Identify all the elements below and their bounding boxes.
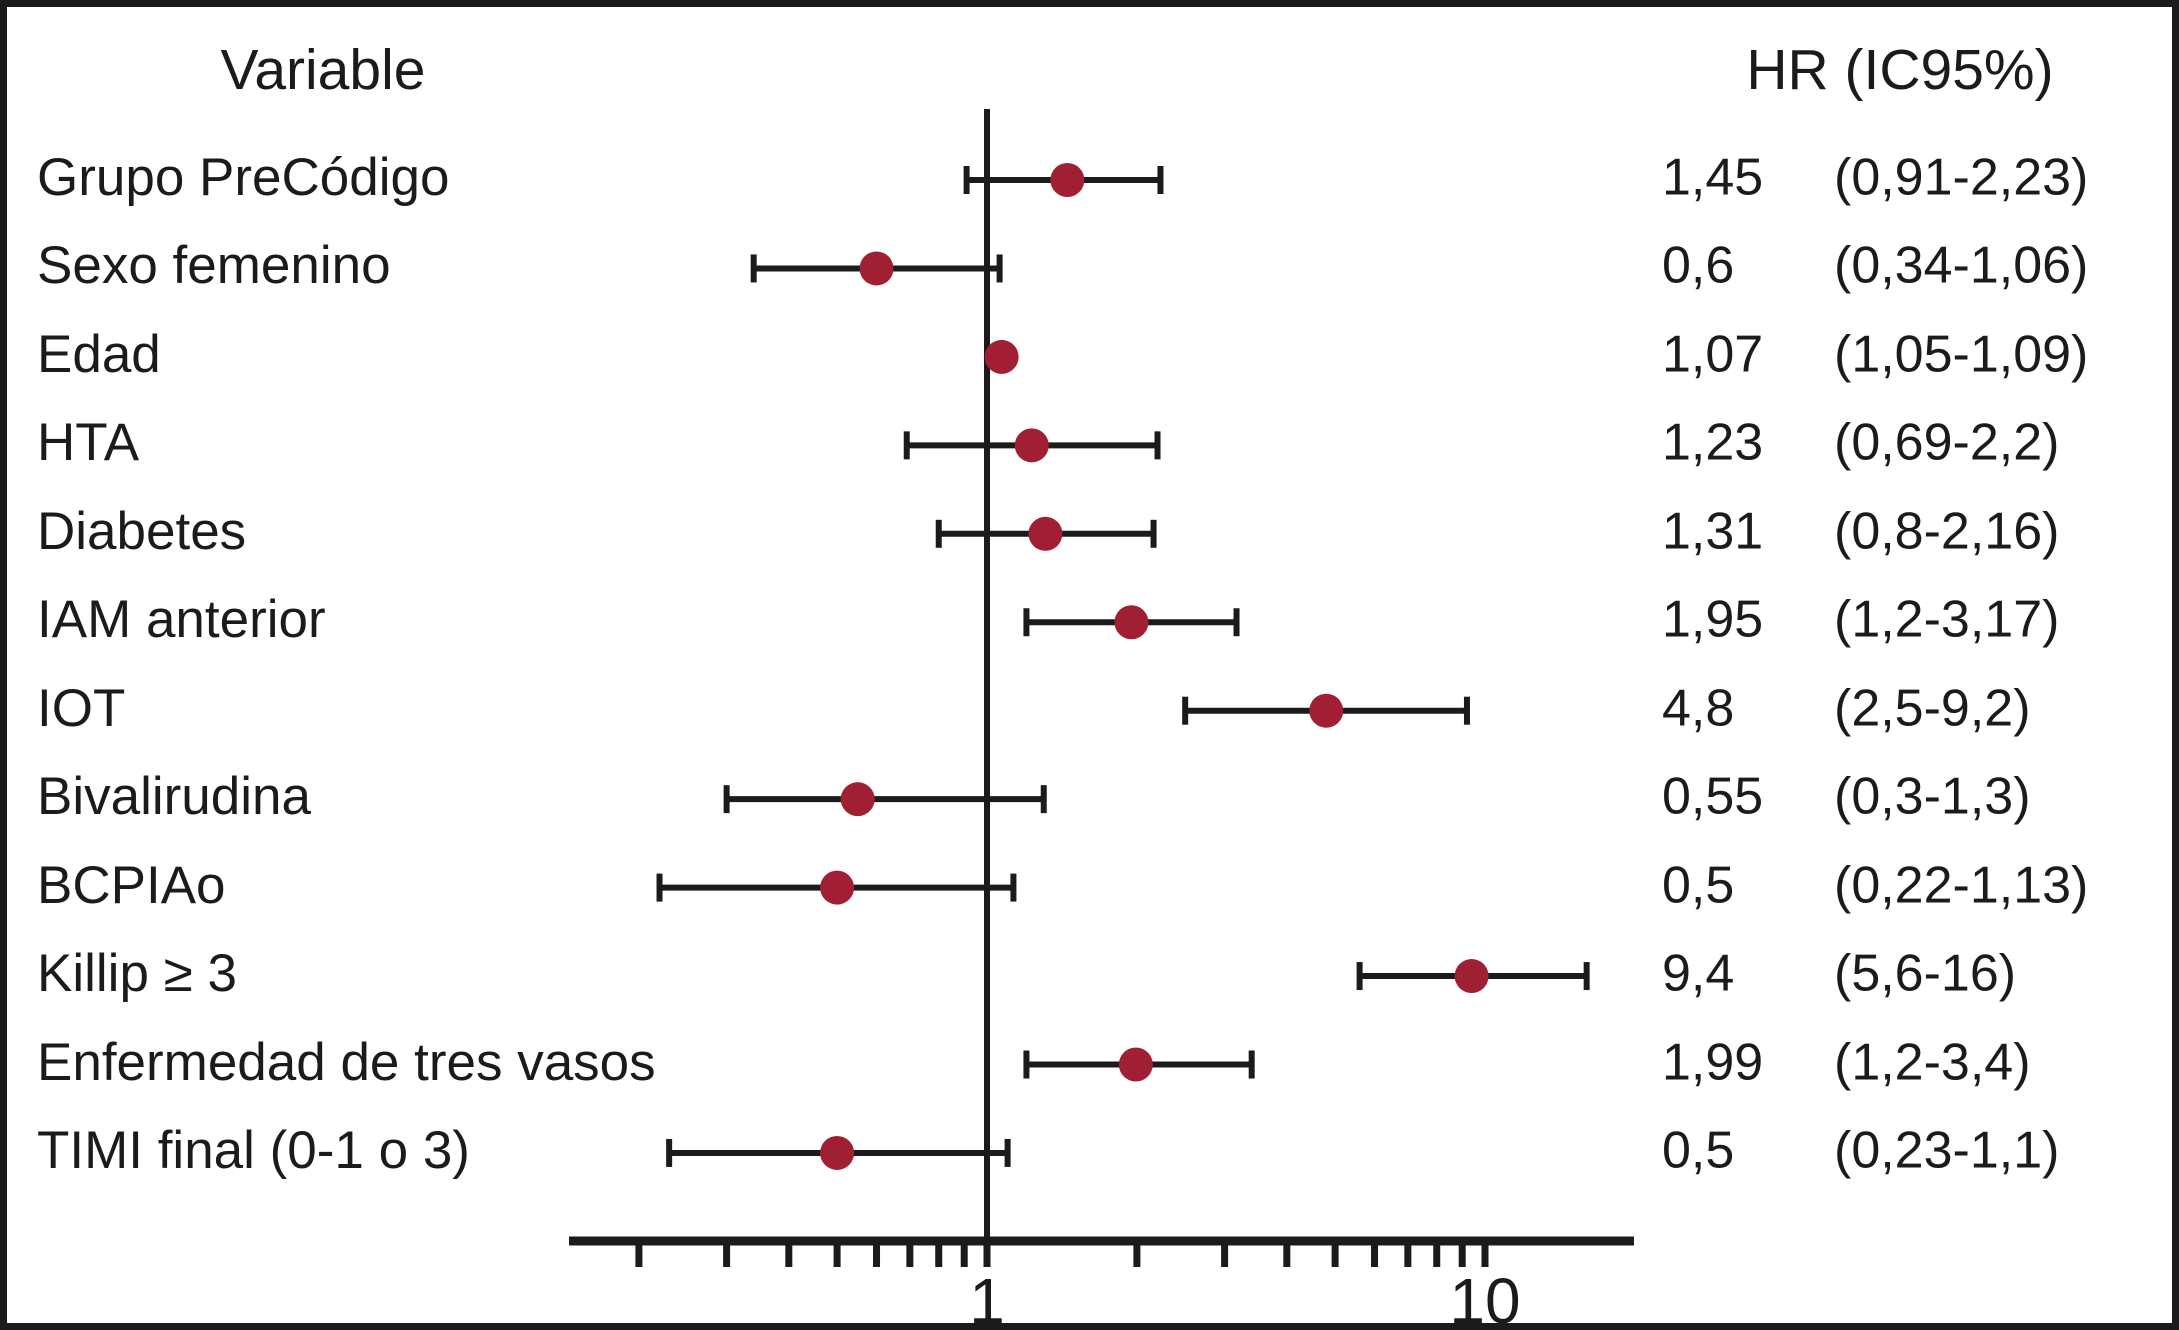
column-header-hr-ci: HR (IC95%) (1746, 38, 2054, 102)
row-ci-value: (0,23-1,1) (1834, 1121, 2060, 1180)
row-hr-value: 1,95 (1662, 590, 1764, 649)
row-hr-value: 1,45 (1662, 148, 1764, 207)
row-hr-value: 0,5 (1662, 856, 1735, 915)
column-header-variable: Variable (220, 38, 426, 102)
x-axis-tick-label: 1 (969, 1265, 1005, 1330)
row-ci-value: (2,5-9,2) (1834, 679, 2031, 738)
point-estimate-marker (820, 870, 855, 905)
x-axis-tick-label: 10 (1449, 1265, 1520, 1330)
row-hr-value: 1,07 (1662, 325, 1764, 384)
row-ci-value: (0,34-1,06) (1834, 237, 2089, 296)
row-hr-value: 1,99 (1662, 1033, 1764, 1092)
point-estimate-marker (1118, 1047, 1153, 1082)
row-label: TIMI final (0-1 o 3) (37, 1120, 470, 1180)
row-hr-value: 1,31 (1662, 502, 1764, 561)
row-ci-value: (0,8-2,16) (1834, 502, 2060, 561)
point-estimate-marker (859, 251, 894, 286)
row-ci-value: (0,69-2,2) (1834, 413, 2060, 472)
point-estimate-marker (1309, 693, 1344, 728)
row-hr-value: 1,23 (1662, 413, 1764, 472)
row-ci-value: (0,91-2,23) (1834, 148, 2089, 207)
row-hr-value: 0,6 (1662, 237, 1735, 296)
point-estimate-marker (1014, 428, 1049, 463)
point-estimate-marker (1028, 516, 1063, 551)
row-label: Grupo PreCódigo (37, 148, 450, 208)
forest-plot-canvas: 1 10 (569, 109, 1634, 1330)
point-estimate-marker (1050, 163, 1085, 197)
row-ci-value: (1,2-3,17) (1834, 590, 2060, 649)
row-label: Enfermedad de tres vasos (37, 1032, 656, 1092)
row-hr-value: 0,55 (1662, 767, 1764, 826)
row-label: HTA (37, 413, 140, 473)
point-estimate-marker (820, 1135, 855, 1170)
row-label: Edad (37, 324, 161, 384)
point-estimate-marker (840, 782, 875, 817)
row-label: IAM anterior (37, 590, 326, 650)
row-hr-value: 4,8 (1662, 679, 1735, 738)
row-label: IOT (37, 678, 126, 738)
row-ci-value: (0,22-1,13) (1834, 856, 2089, 915)
point-estimate-marker (1454, 959, 1489, 994)
point-estimate-marker (984, 339, 1019, 374)
row-label: Sexo femenino (37, 236, 391, 296)
row-label: Diabetes (37, 501, 247, 561)
row-label: Bivalirudina (37, 767, 311, 827)
row-ci-value: (0,3-1,3) (1834, 767, 2031, 826)
point-estimate-marker (1114, 605, 1149, 640)
row-ci-value: (1,05-1,09) (1834, 325, 2089, 384)
row-hr-value: 9,4 (1662, 944, 1735, 1003)
row-label: BCPIAo (37, 855, 226, 915)
row-ci-value: (1,2-3,4) (1834, 1033, 2031, 1092)
row-label: Killip ≥ 3 (37, 944, 237, 1004)
row-hr-value: 0,5 (1662, 1121, 1735, 1180)
row-ci-value: (5,6-16) (1834, 944, 2017, 1003)
